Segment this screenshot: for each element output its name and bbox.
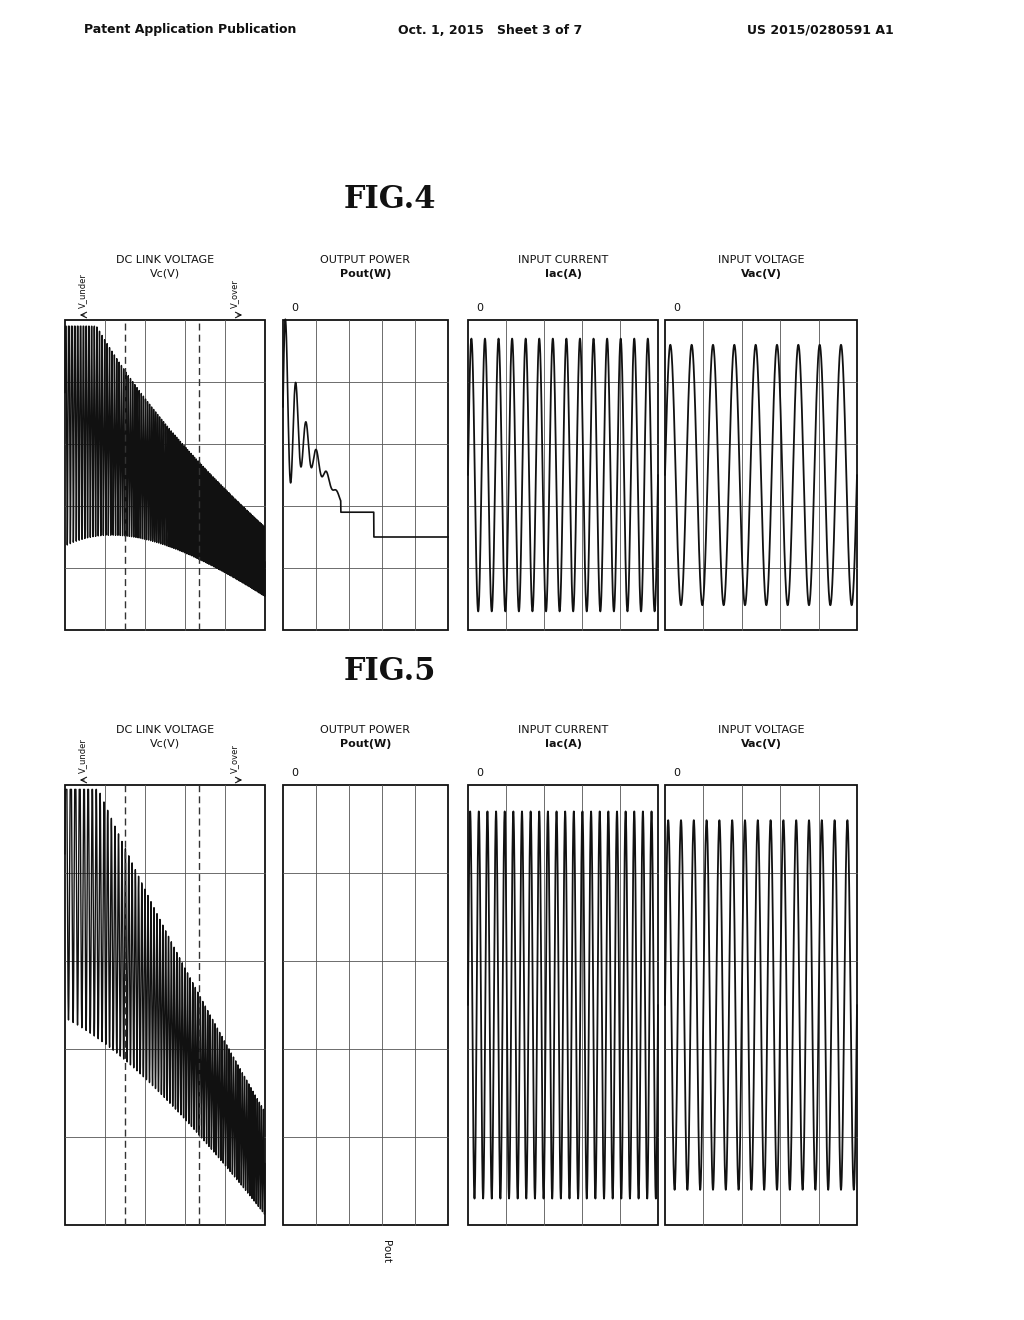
Text: Iac(A): Iac(A) (545, 269, 582, 279)
Text: Oct. 1, 2015   Sheet 3 of 7: Oct. 1, 2015 Sheet 3 of 7 (398, 24, 582, 37)
Text: Vc(V): Vc(V) (150, 739, 180, 748)
Text: 0: 0 (476, 304, 483, 313)
Text: INPUT CURRENT: INPUT CURRENT (518, 725, 608, 735)
Text: INPUT CURRENT: INPUT CURRENT (518, 255, 608, 265)
Text: Iac(A): Iac(A) (545, 739, 582, 748)
Bar (665, 785, 857, 1225)
Bar (65, 785, 265, 1225)
Text: V_under: V_under (79, 738, 87, 774)
Text: V_over: V_over (230, 279, 240, 308)
Text: 0: 0 (476, 768, 483, 777)
Text: OUTPUT POWER: OUTPUT POWER (321, 255, 411, 265)
Bar (468, 785, 658, 1225)
Text: Vac(V): Vac(V) (740, 269, 781, 279)
Text: 0: 0 (291, 768, 298, 777)
Bar (65, 319, 265, 630)
Text: FIG.5: FIG.5 (344, 656, 436, 688)
Text: INPUT VOLTAGE: INPUT VOLTAGE (718, 255, 804, 265)
Bar (665, 319, 857, 630)
Text: DC LINK VOLTAGE: DC LINK VOLTAGE (116, 725, 214, 735)
Text: 0: 0 (673, 304, 680, 313)
Text: DC LINK VOLTAGE: DC LINK VOLTAGE (116, 255, 214, 265)
Text: Pout: Pout (381, 1239, 390, 1263)
Text: V_over: V_over (230, 744, 240, 774)
Text: Pout(W): Pout(W) (340, 739, 391, 748)
Text: Pout(W): Pout(W) (340, 269, 391, 279)
Bar (283, 319, 449, 630)
Bar (468, 319, 658, 630)
Text: Vc(V): Vc(V) (150, 269, 180, 279)
Text: Vac(V): Vac(V) (740, 739, 781, 748)
Text: 0: 0 (291, 304, 298, 313)
Text: V_under: V_under (79, 273, 87, 308)
Text: 0: 0 (673, 768, 680, 777)
Text: OUTPUT POWER: OUTPUT POWER (321, 725, 411, 735)
Bar (283, 785, 449, 1225)
Text: FIG.4: FIG.4 (344, 185, 436, 215)
Text: US 2015/0280591 A1: US 2015/0280591 A1 (746, 24, 893, 37)
Text: INPUT VOLTAGE: INPUT VOLTAGE (718, 725, 804, 735)
Text: Patent Application Publication: Patent Application Publication (84, 24, 296, 37)
